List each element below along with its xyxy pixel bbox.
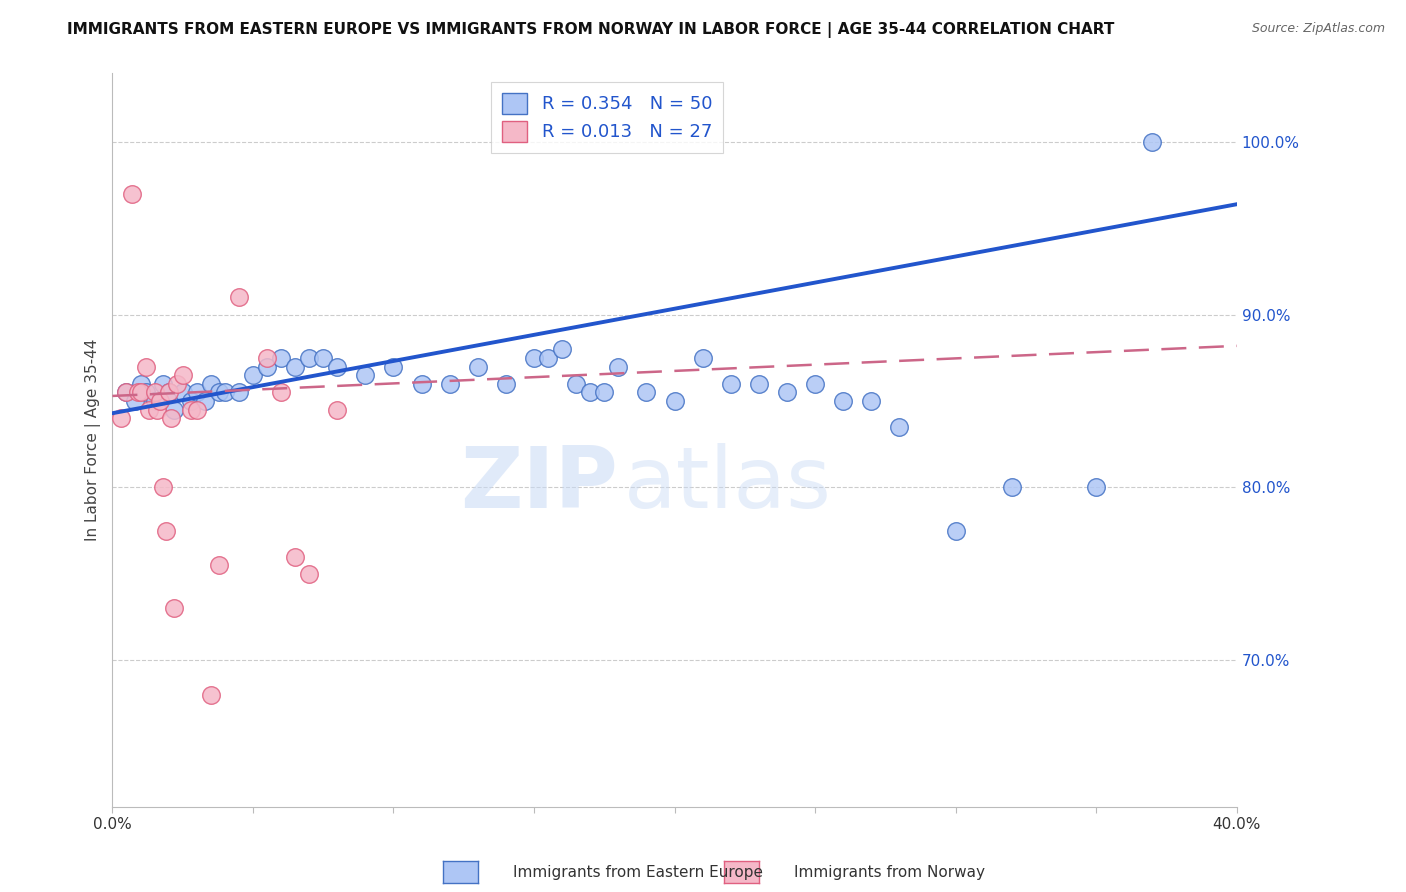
Point: [110, 411, 132, 425]
Point: [832, 394, 855, 409]
Y-axis label: In Labor Force | Age 35-44: In Labor Force | Age 35-44: [86, 339, 101, 541]
Point: [298, 351, 321, 365]
Point: [945, 524, 967, 538]
Point: [692, 351, 714, 365]
Text: Source: ZipAtlas.com: Source: ZipAtlas.com: [1251, 22, 1385, 36]
Point: [115, 385, 138, 400]
Point: [135, 359, 157, 374]
Point: [228, 385, 250, 400]
Point: [537, 351, 560, 365]
Point: [256, 359, 278, 374]
Point: [143, 394, 166, 409]
Point: [149, 394, 172, 409]
Text: ZIP: ZIP: [461, 442, 619, 525]
Point: [138, 402, 160, 417]
Point: [270, 351, 292, 365]
Point: [242, 368, 264, 383]
Point: [354, 368, 377, 383]
Point: [152, 376, 174, 391]
Point: [889, 420, 911, 434]
Point: [152, 480, 174, 494]
Point: [172, 385, 194, 400]
Point: [124, 394, 146, 409]
Point: [1001, 480, 1024, 494]
Point: [115, 385, 138, 400]
Point: [135, 385, 157, 400]
Point: [270, 385, 292, 400]
Point: [664, 394, 686, 409]
Point: [172, 368, 194, 383]
Point: [1142, 135, 1164, 149]
Point: [163, 601, 186, 615]
Point: [194, 394, 217, 409]
Point: [157, 385, 180, 400]
Point: [200, 688, 222, 702]
Point: [467, 359, 489, 374]
Point: [579, 385, 602, 400]
Point: [565, 376, 588, 391]
Point: [127, 385, 149, 400]
Point: [214, 385, 236, 400]
Point: [163, 402, 186, 417]
Point: [186, 402, 208, 417]
Point: [551, 343, 574, 357]
Point: [804, 376, 827, 391]
Point: [776, 385, 799, 400]
Point: [180, 402, 202, 417]
Point: [860, 394, 883, 409]
Text: Immigrants from Eastern Europe: Immigrants from Eastern Europe: [513, 865, 763, 880]
Point: [636, 385, 658, 400]
Point: [411, 376, 433, 391]
Point: [228, 291, 250, 305]
Point: [607, 359, 630, 374]
Point: [748, 376, 770, 391]
Point: [129, 385, 152, 400]
Legend: R = 0.354   N = 50, R = 0.013   N = 27: R = 0.354 N = 50, R = 0.013 N = 27: [491, 82, 723, 153]
Text: Immigrants from Norway: Immigrants from Norway: [794, 865, 986, 880]
Point: [208, 558, 231, 573]
Point: [143, 385, 166, 400]
Point: [1085, 480, 1108, 494]
Point: [155, 524, 177, 538]
Point: [284, 359, 307, 374]
Point: [157, 385, 180, 400]
Point: [129, 376, 152, 391]
Point: [439, 376, 461, 391]
Point: [326, 402, 349, 417]
Point: [208, 385, 231, 400]
Point: [121, 186, 143, 201]
Point: [495, 376, 517, 391]
Point: [160, 411, 183, 425]
Point: [298, 566, 321, 581]
Point: [382, 359, 405, 374]
Text: IMMIGRANTS FROM EASTERN EUROPE VS IMMIGRANTS FROM NORWAY IN LABOR FORCE | AGE 35: IMMIGRANTS FROM EASTERN EUROPE VS IMMIGR…: [67, 22, 1114, 38]
Text: atlas: atlas: [624, 442, 832, 525]
Point: [200, 376, 222, 391]
Point: [146, 402, 169, 417]
Point: [326, 359, 349, 374]
Point: [312, 351, 335, 365]
Point: [166, 376, 188, 391]
Point: [186, 385, 208, 400]
Point: [593, 385, 616, 400]
Point: [284, 549, 307, 564]
Point: [720, 376, 742, 391]
Point: [180, 394, 202, 409]
Point: [523, 351, 546, 365]
Point: [256, 351, 278, 365]
